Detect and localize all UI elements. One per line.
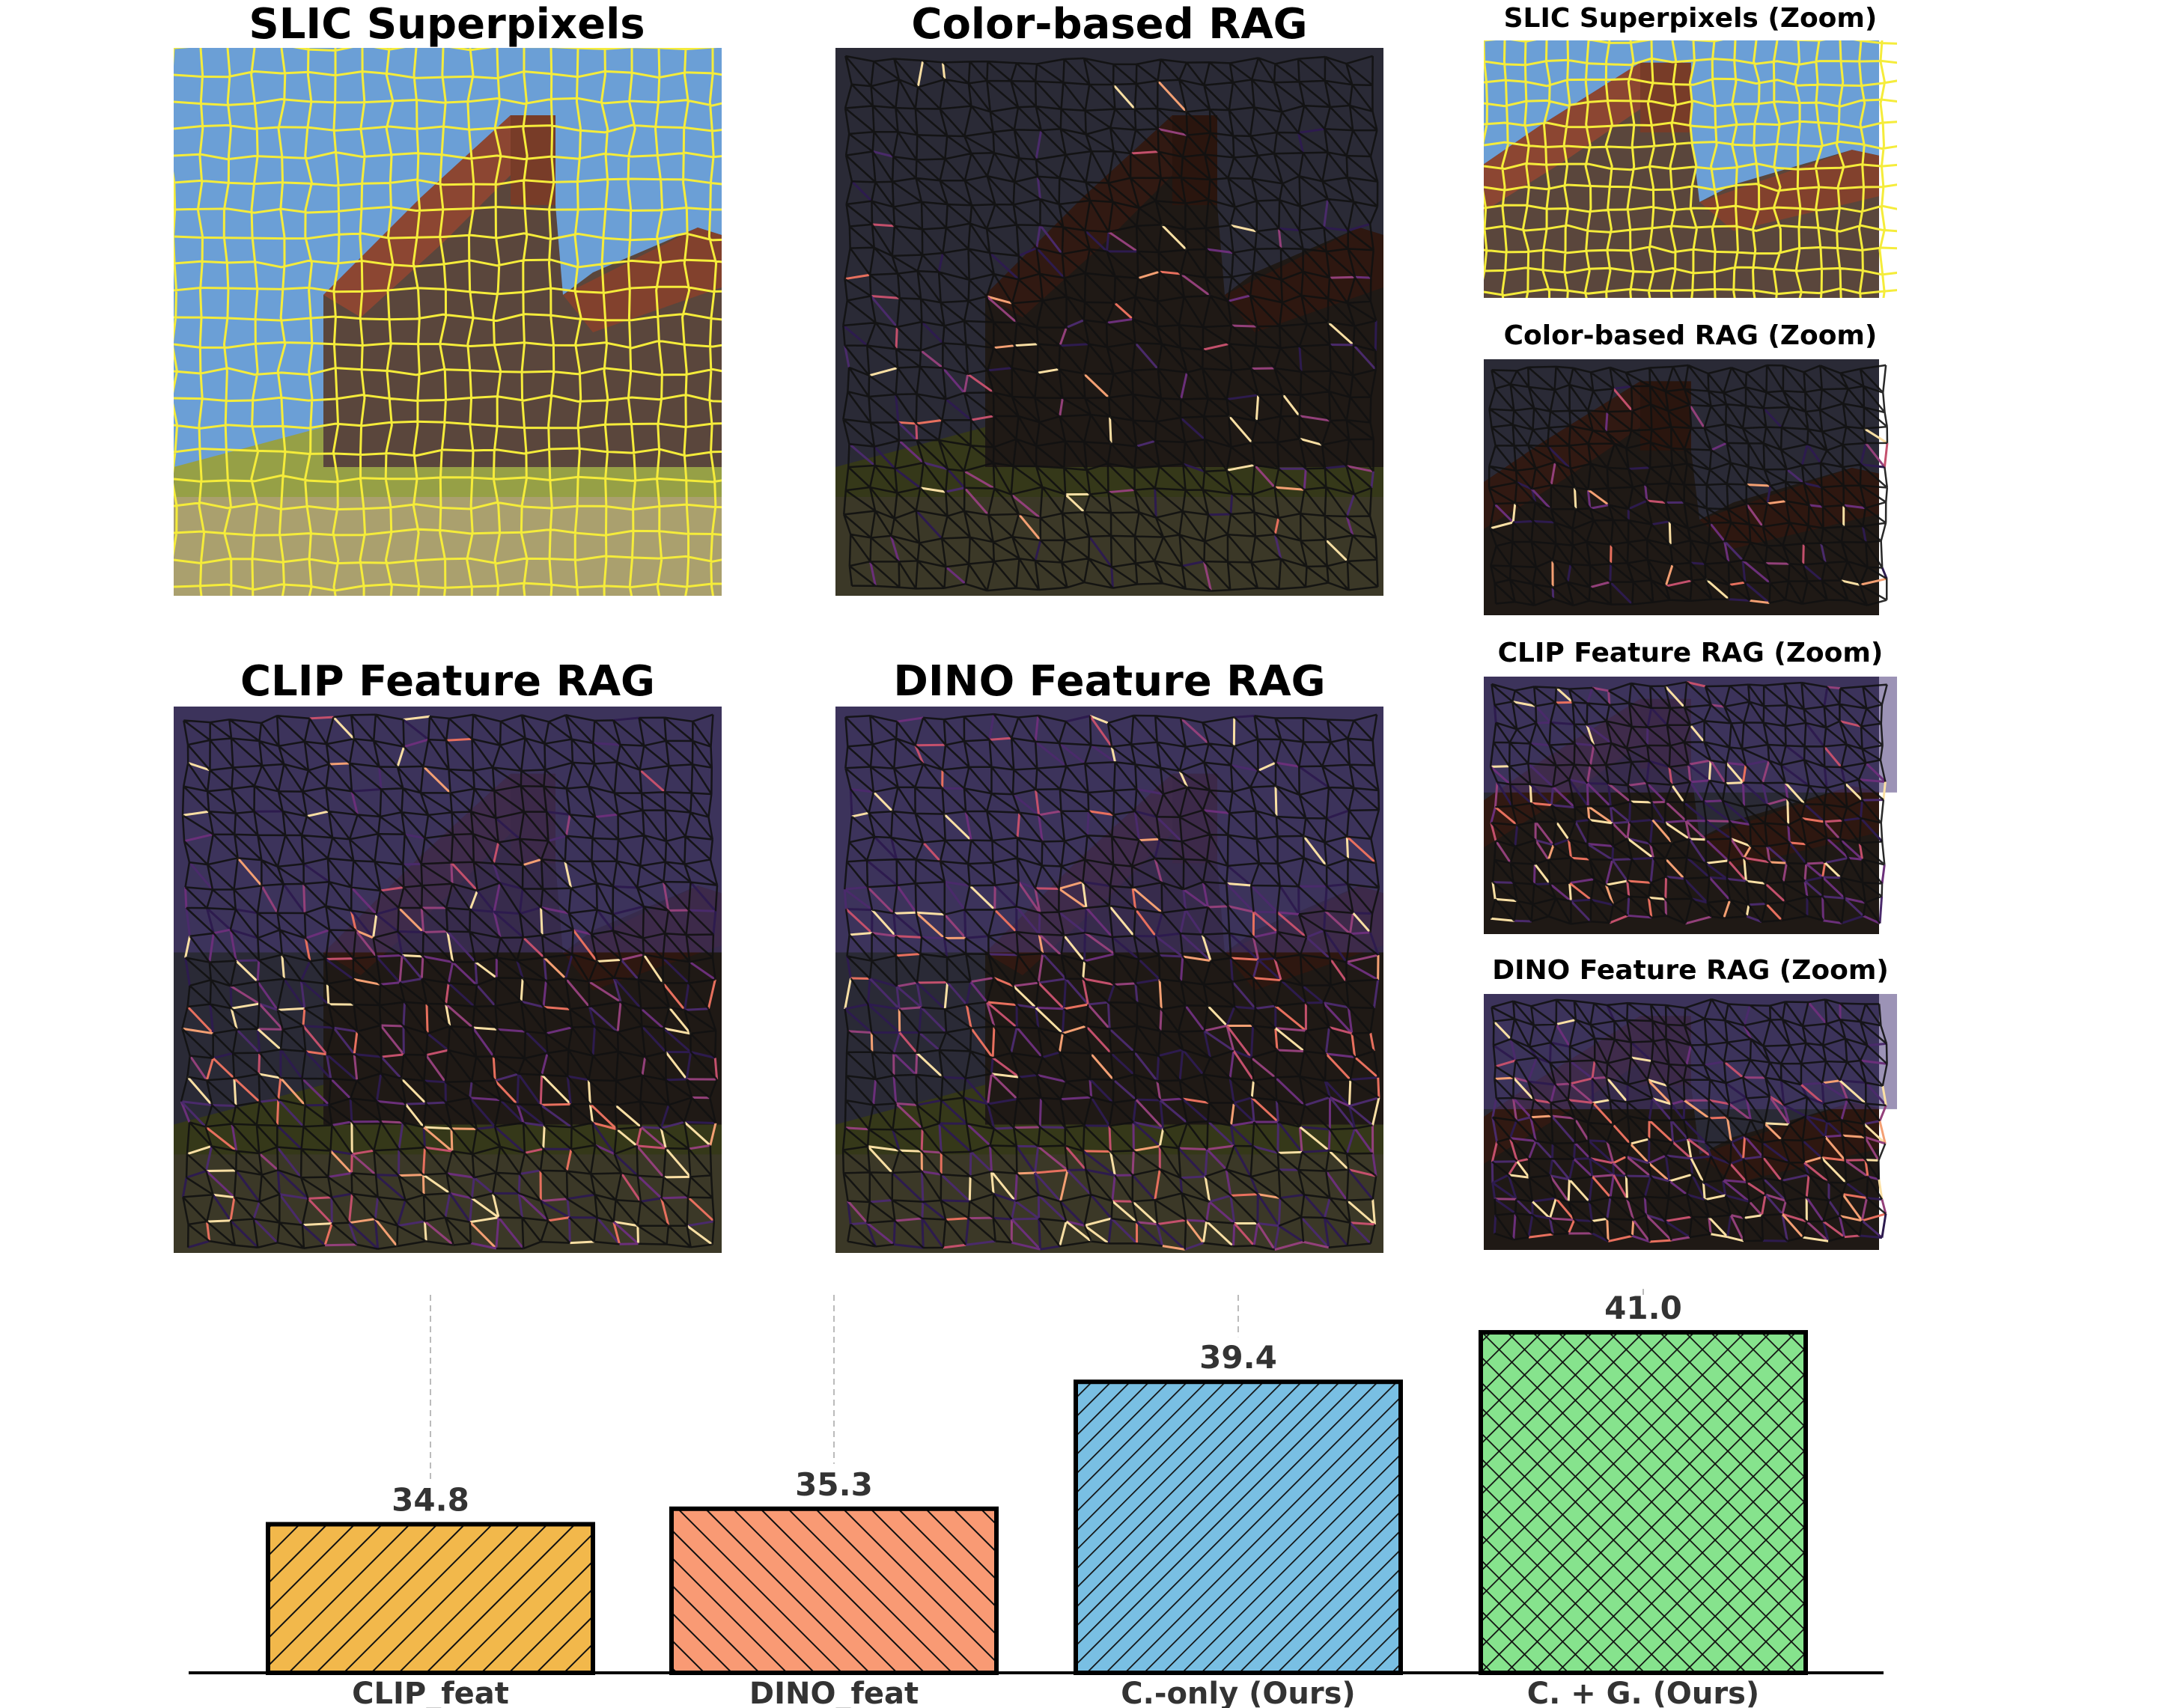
color-rag-image (835, 48, 1383, 596)
clip-rag-zoom-image (1484, 677, 1897, 934)
panel-title-slic-zoom: SLIC Superpixels (Zoom) (1503, 3, 1878, 34)
category-label: CLIP_feat (352, 1677, 509, 1708)
panel-title-slic: SLIC Superpixels (249, 0, 645, 49)
clip-rag-image (174, 707, 722, 1253)
value-label: 34.8 (392, 1481, 469, 1518)
panel-title-color-rag: Color-based RAG (911, 0, 1308, 49)
category-label: C. + G. (Ours) (1527, 1677, 1759, 1708)
slic-zoom-image (1484, 40, 1897, 298)
bar-hatch-3 (1479, 1330, 1808, 1675)
chart-grid (430, 1287, 1644, 1480)
bar-hatch-2 (1074, 1379, 1403, 1675)
value-label: 41.0 (1604, 1290, 1682, 1326)
panel-title-dino-rag: DINO Feature RAG (893, 657, 1326, 706)
bar-hatch-1 (669, 1506, 999, 1675)
panel-title-clip-rag: CLIP Feature RAG (240, 657, 656, 706)
panel-title-dino-rag-zoom: DINO Feature RAG (Zoom) (1492, 955, 1889, 986)
color-rag-zoom-image (1484, 359, 1897, 615)
value-label: 39.4 (1199, 1339, 1277, 1376)
category-label: C.-only (Ours) (1121, 1677, 1355, 1708)
panel-title-clip-rag-zoom: CLIP Feature RAG (Zoom) (1497, 638, 1884, 668)
chart-labels: 34.8 CLIP_feat 35.3 DINO_feat 39.4 C.-only (O… (352, 1290, 1759, 1708)
value-label: 35.3 (795, 1466, 873, 1503)
slic-image (174, 48, 722, 596)
chart-bars (266, 1330, 1808, 1675)
bar-hatch-0 (266, 1522, 595, 1675)
panel-title-color-rag-zoom: Color-based RAG (Zoom) (1503, 320, 1878, 351)
dino-rag-zoom-image (1484, 994, 1897, 1250)
dino-rag-image (835, 707, 1383, 1253)
category-label: DINO_feat (749, 1677, 919, 1708)
bar-chart: 34.8 CLIP_feat 35.3 DINO_feat 39.4 C.-only (O… (189, 1287, 1884, 1708)
